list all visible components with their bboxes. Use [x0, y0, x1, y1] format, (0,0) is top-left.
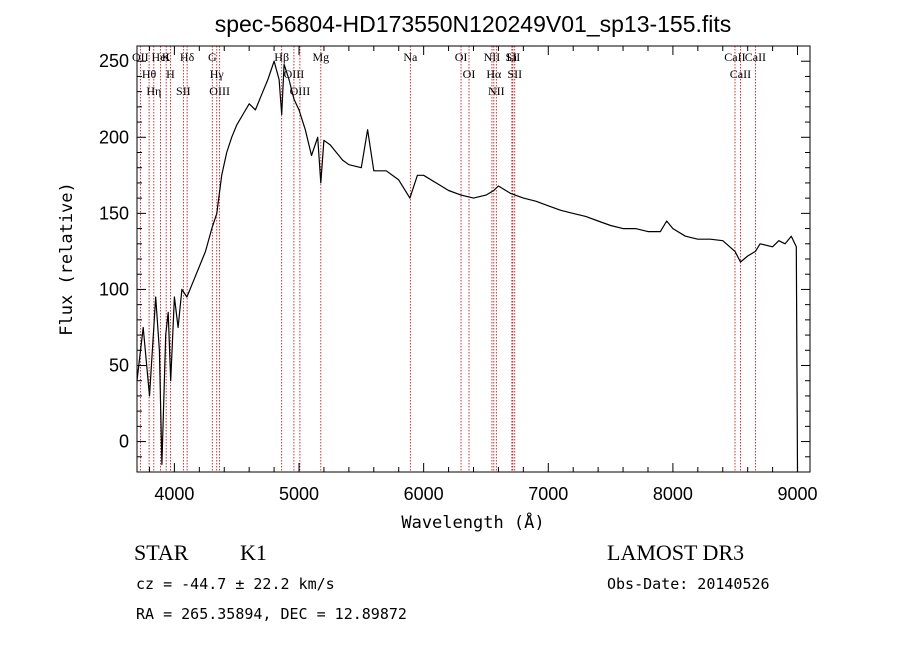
- y-tick-label: 0: [119, 432, 129, 452]
- spectral-line-label: K: [162, 50, 171, 64]
- y-tick-label: 100: [99, 279, 129, 299]
- x-tick-label: 6000: [404, 484, 444, 504]
- y-tick-label: 200: [99, 127, 129, 147]
- x-axis-label: Wavelength (Å): [401, 511, 544, 533]
- x-tick-label: 9000: [778, 484, 818, 504]
- spectral-line-label: OII: [132, 50, 149, 64]
- y-tick-label: 150: [99, 203, 129, 223]
- survey-name: LAMOST DR3: [607, 540, 744, 565]
- spectral-line-label: OI: [455, 50, 468, 64]
- spectral-line-label: Hη: [146, 84, 161, 98]
- spectral-line-label: OIII: [290, 84, 311, 98]
- y-axis-label: Flux (relative): [57, 182, 77, 336]
- spectral-line-label: Li: [507, 50, 518, 64]
- x-tick-label: 8000: [653, 484, 693, 504]
- y-tick-label: 250: [99, 51, 129, 71]
- spectral-line-label: HeI: [152, 50, 170, 64]
- spectral-line-label: Hα: [486, 67, 502, 81]
- spectral-line-label: SII: [507, 67, 522, 81]
- spectral-line-label: SII: [506, 50, 521, 64]
- spectral-line-label: NII: [488, 84, 505, 98]
- spectral-line-label: NII: [484, 50, 501, 64]
- spectral-line-label: CaII: [730, 67, 751, 81]
- redshift-cz: cz = -44.7 ± 22.2 km/s: [136, 575, 335, 593]
- spectral-line-label: Hγ: [210, 67, 225, 81]
- x-tick-label: 7000: [528, 484, 568, 504]
- spectral-line-label: SII: [176, 84, 191, 98]
- object-class: STAR: [134, 540, 189, 565]
- y-tick-label: 50: [109, 356, 129, 376]
- spectral-line-label: CaII: [745, 50, 766, 64]
- spectral-line-label: Hβ: [274, 50, 289, 64]
- spectral-line-label: Mg: [312, 50, 329, 64]
- x-axis-ticks: 4000 5000 6000 7000 8000 9000: [148, 46, 818, 504]
- spectral-line-label: Na: [403, 50, 418, 64]
- spectral-line-markers: [139, 46, 756, 472]
- plot-frame: [136, 45, 811, 473]
- spectral-line-label: H: [166, 67, 175, 81]
- coordinates: RA = 265.35894, DEC = 12.89872: [136, 605, 407, 623]
- observation-date: Obs-Date: 20140526: [607, 575, 770, 593]
- spectral-line-label: OI: [463, 67, 476, 81]
- y-axis-ticks: 0 50 100 150 200 250: [99, 45, 810, 473]
- chart-title: spec-56804-HD173550N120249V01_sp13-155.f…: [215, 11, 732, 37]
- spectral-line-label: G: [208, 50, 217, 64]
- spectral-line-label: OIII: [209, 84, 230, 98]
- x-tick-label: 5000: [279, 484, 319, 504]
- spectral-line-label: CaII: [724, 50, 745, 64]
- spectral-line-label: Hδ: [180, 50, 195, 64]
- spectral-line-label: Hθ: [142, 67, 157, 81]
- object-subclass: K1: [240, 540, 267, 565]
- x-tick-label: 4000: [154, 484, 194, 504]
- spectrum-line: [136, 60, 799, 473]
